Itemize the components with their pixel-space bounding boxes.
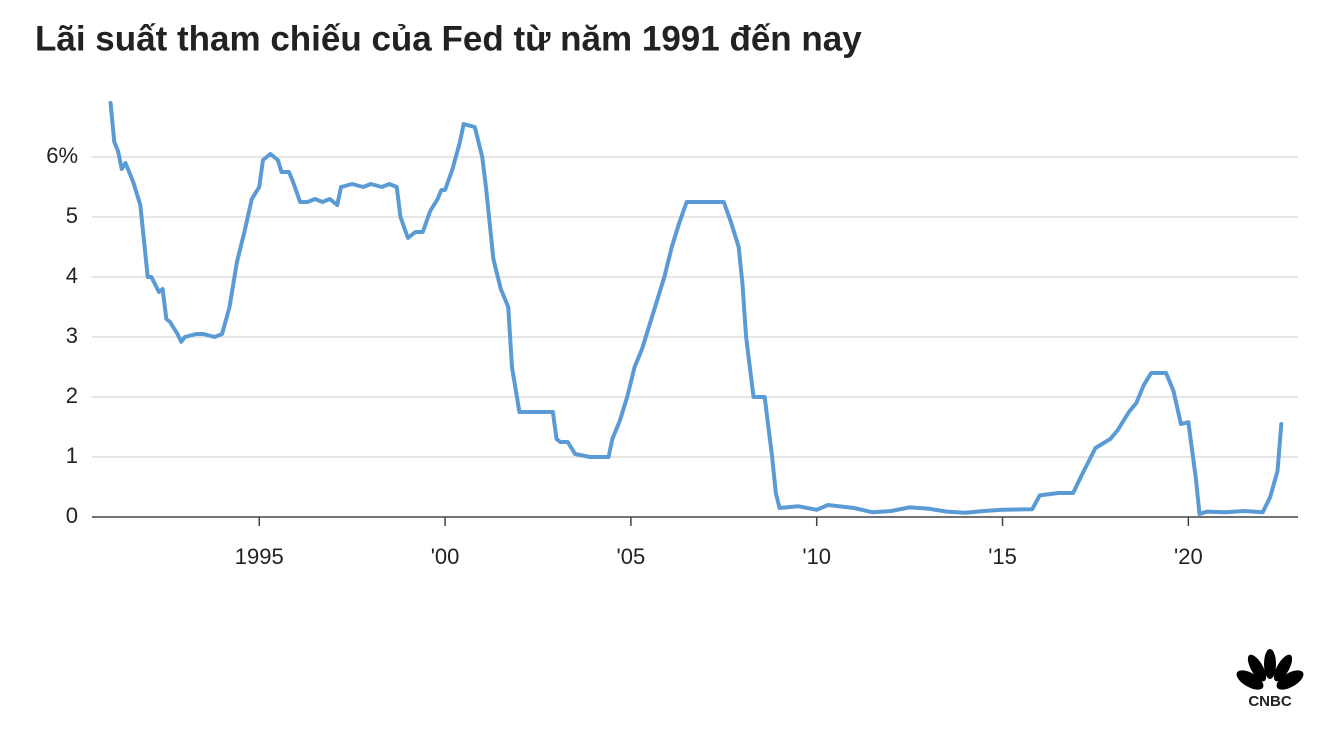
rate-line [108, 101, 1284, 516]
x-tick-label: '10 [802, 544, 831, 569]
x-tick-label: '20 [1174, 544, 1203, 569]
y-tick-label: 0 [66, 503, 78, 528]
chart-title: Lãi suất tham chiếu của Fed từ năm 1991 … [35, 19, 862, 58]
y-tick-label: 5 [66, 203, 78, 228]
x-tick-label: 1995 [235, 544, 284, 569]
x-tick-label: '05 [617, 544, 646, 569]
y-tick-label: 2 [66, 383, 78, 408]
y-tick-label: 1 [66, 443, 78, 468]
y-tick-label: 4 [66, 263, 78, 288]
y-tick-label: 3 [66, 323, 78, 348]
y-tick-label: 6% [46, 143, 78, 168]
x-tick-label: '15 [988, 544, 1017, 569]
x-tick-label: '00 [431, 544, 460, 569]
cnbc-logo: CNBC [1236, 649, 1304, 710]
logo-text: CNBC [1248, 693, 1291, 710]
